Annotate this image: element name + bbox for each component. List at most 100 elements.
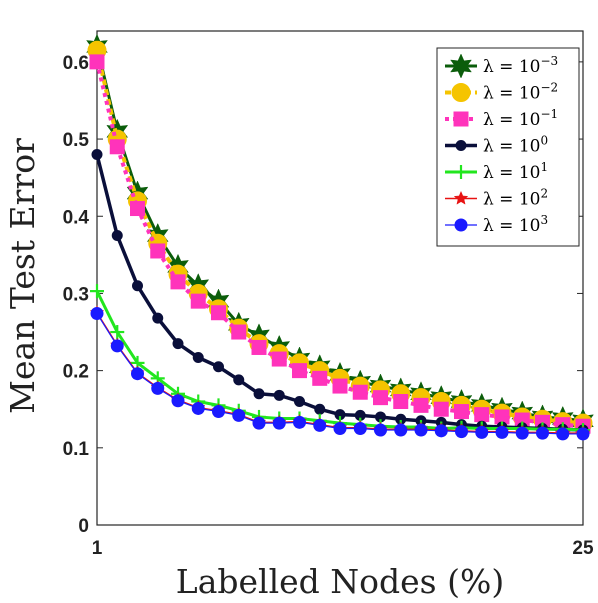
- legend-label: λ = 10−1: [483, 107, 558, 130]
- legend-entry: λ = 100: [445, 134, 548, 157]
- data-point: [293, 415, 306, 429]
- data-point: [495, 425, 509, 439]
- data-point: [314, 403, 326, 415]
- data-point: [233, 374, 245, 386]
- data-point: [434, 424, 448, 438]
- data-point: [131, 367, 144, 381]
- data-point: [271, 351, 287, 367]
- y-tick-label: 0: [78, 516, 89, 537]
- legend-marker: [454, 165, 468, 179]
- data-point: [111, 230, 123, 242]
- legend-entry: λ = 10−1: [445, 107, 558, 130]
- legend-entry: λ = 102: [445, 187, 548, 210]
- data-point: [152, 312, 164, 324]
- data-point: [172, 338, 184, 350]
- legend-label: λ = 100: [483, 134, 548, 157]
- y-tick-label: 0.6: [63, 53, 89, 74]
- data-point: [109, 139, 125, 155]
- data-point: [312, 370, 328, 386]
- data-point: [393, 394, 409, 409]
- legend-marker: [454, 218, 468, 232]
- data-point: [231, 324, 247, 340]
- data-point: [190, 293, 206, 309]
- legend-exponent: 0: [540, 134, 548, 148]
- data-point: [576, 427, 590, 441]
- x-axis-title: Labelled Nodes (%): [176, 562, 504, 601]
- data-point: [151, 381, 165, 395]
- data-point: [191, 401, 205, 415]
- legend-exponent: 3: [540, 213, 548, 227]
- data-point: [232, 408, 246, 422]
- data-point: [211, 305, 226, 321]
- data-point: [292, 363, 307, 379]
- legend-label: λ = 10−2: [483, 81, 558, 104]
- legend-entry: λ = 10−2: [445, 81, 558, 104]
- series-6: [90, 307, 590, 441]
- data-point: [253, 388, 265, 400]
- y-tick-label: 0.2: [63, 362, 89, 383]
- legend-exponent: 2: [540, 187, 548, 201]
- data-point: [556, 427, 570, 441]
- legend-entry: λ = 10−3: [445, 53, 558, 79]
- data-point: [475, 425, 489, 439]
- data-point: [132, 280, 143, 292]
- data-point: [333, 422, 347, 436]
- legend-marker: [453, 190, 469, 205]
- x-tick-label: 1: [92, 538, 103, 559]
- legend: λ = 10−3 λ = 10−2 λ = 10−1 λ = 100 λ = 101 λ …: [436, 47, 580, 247]
- legend-entry: λ = 103: [445, 213, 548, 236]
- data-point: [332, 378, 348, 394]
- data-point: [394, 423, 408, 437]
- series-layer: [86, 33, 594, 441]
- legend-label: λ = 10−3: [483, 54, 558, 77]
- data-point: [89, 54, 105, 70]
- legend-label: λ = 103: [483, 213, 548, 236]
- data-point: [294, 396, 305, 407]
- data-point: [192, 352, 204, 364]
- data-point: [474, 407, 490, 423]
- data-point: [251, 339, 267, 355]
- data-point: [455, 425, 468, 439]
- data-point: [454, 404, 469, 420]
- data-point: [373, 390, 388, 406]
- legend-marker: [451, 83, 471, 102]
- data-point: [91, 149, 103, 160]
- data-point: [414, 423, 428, 437]
- data-point: [90, 284, 104, 299]
- legend-label: λ = 102: [483, 187, 548, 210]
- data-point: [150, 243, 166, 259]
- data-point: [130, 201, 145, 217]
- data-point: [352, 384, 368, 400]
- x-tick-label: 25: [572, 538, 594, 559]
- data-point: [433, 401, 449, 417]
- legend-entry: λ = 101: [445, 160, 548, 183]
- y-tick-label: 0.1: [63, 439, 90, 460]
- data-point: [171, 394, 185, 408]
- legend-marker: [453, 111, 469, 127]
- data-point: [110, 325, 125, 340]
- legend-exponent: −3: [540, 54, 558, 68]
- legend-label: λ = 101: [483, 160, 548, 183]
- legend-exponent: 1: [540, 160, 548, 174]
- data-point: [536, 426, 549, 440]
- legend-exponent: −1: [540, 107, 558, 121]
- data-point: [212, 405, 225, 419]
- y-tick-label: 0.4: [63, 207, 90, 228]
- data-point: [413, 397, 429, 413]
- legend-marker: [450, 53, 472, 79]
- y-tick-label: 0.3: [63, 284, 89, 305]
- data-point: [110, 339, 124, 353]
- axes: 0 0.1 0.2 0.3 0.4 0.5 0.6 1 25: [63, 53, 594, 559]
- legend-marker: [455, 140, 467, 151]
- data-point: [374, 423, 387, 437]
- data-point: [252, 416, 266, 430]
- data-point: [213, 361, 224, 373]
- data-point: [272, 416, 286, 430]
- data-point: [515, 426, 529, 440]
- data-point: [273, 389, 285, 401]
- data-point: [353, 422, 367, 436]
- y-axis-title: Mean Test Error: [3, 138, 42, 414]
- legend-exponent: −2: [540, 81, 558, 95]
- data-point: [90, 307, 104, 321]
